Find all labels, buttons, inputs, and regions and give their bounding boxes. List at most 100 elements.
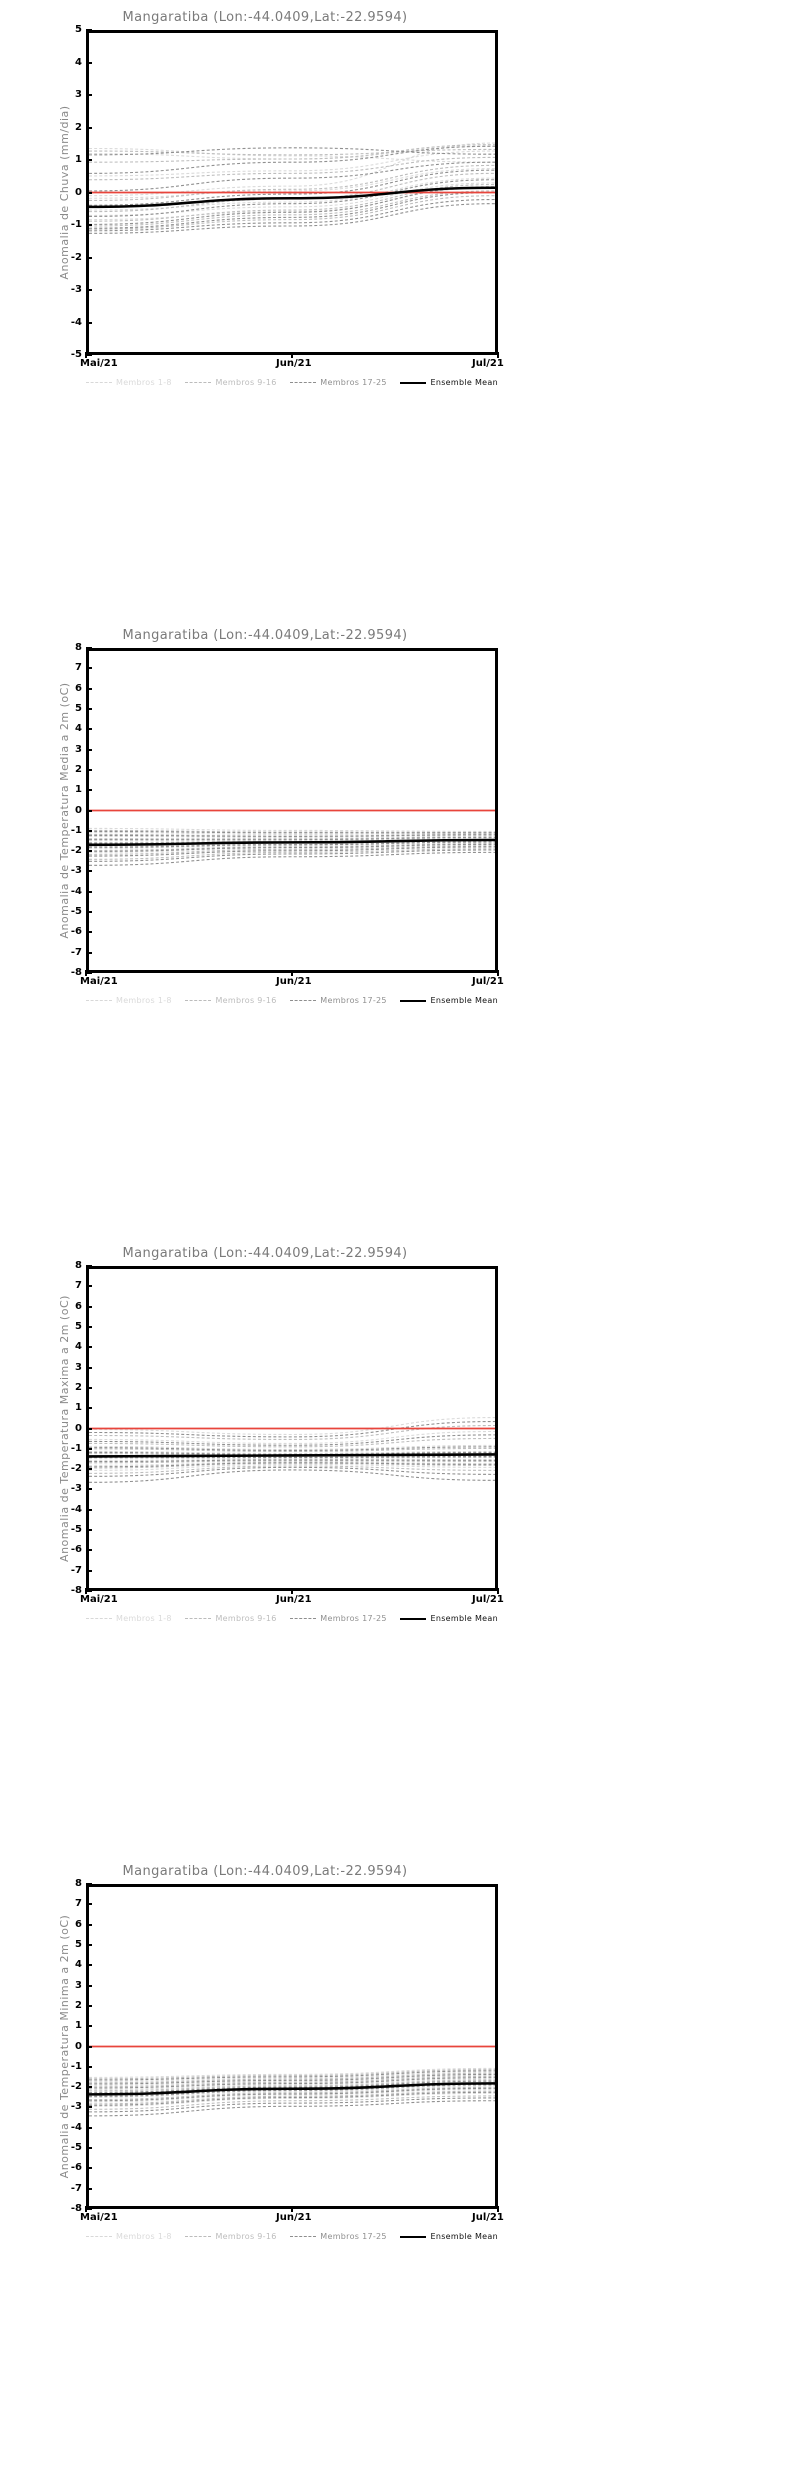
legend-swatch <box>86 2236 112 2237</box>
y-axis-label-text: Anomalia de Chuva (mm/dia) <box>58 105 71 280</box>
x-tick-label: Jul/21 <box>472 358 504 369</box>
legend-item[interactable]: Membros 1-8 <box>86 2232 172 2241</box>
member-line <box>89 2073 495 2085</box>
y-tick-mark <box>86 1569 92 1572</box>
legend-swatch <box>290 1618 317 1619</box>
legend-item[interactable]: Membros 1-8 <box>86 378 172 387</box>
legend-item[interactable]: Membros 17-25 <box>290 378 387 387</box>
chart-title: Mangaratiba (Lon:-44.0409,Lat:-22.9594) <box>122 628 408 643</box>
x-tick-mark <box>497 2206 499 2212</box>
y-tick-label: 8 <box>75 642 82 653</box>
legend-swatch <box>400 2235 427 2238</box>
y-tick-label: 4 <box>75 1959 82 1971</box>
y-tick-label: 1 <box>75 1402 82 1414</box>
legend-item[interactable]: Membros 9-16 <box>185 996 276 1005</box>
member-line <box>89 851 495 866</box>
y-tick-mark <box>86 126 92 129</box>
y-axis-ticks: 8 7 6 5 4 3 2 1 0 -1 -2 -3 -4 -5 -6 -7 -8 <box>71 643 498 978</box>
legend-label: Ensemble Mean <box>430 1614 498 1623</box>
y-tick-label: 6 <box>75 1918 82 1930</box>
y-tick-mark <box>86 1488 92 1491</box>
member-line <box>89 1434 495 1446</box>
member-line <box>89 848 495 860</box>
member-line <box>89 1451 495 1455</box>
y-tick-label: -5 <box>70 349 82 360</box>
y-tick-label: 3 <box>75 1979 82 1991</box>
member-line <box>89 148 495 156</box>
member-line <box>89 836 495 841</box>
y-tick-mark <box>86 911 92 914</box>
x-tick-label: Jun/21 <box>276 976 312 987</box>
series-lines <box>89 809 495 866</box>
member-line <box>89 1463 495 1471</box>
legend-item[interactable]: Membros 1-8 <box>86 996 172 1005</box>
y-tick-mark <box>86 870 92 873</box>
y-axis-ticks: 5 4 3 2 1 0 -1 -2 -3 -4 -5 <box>71 25 498 360</box>
y-tick-mark <box>86 707 92 710</box>
y-tick-mark <box>86 1346 92 1349</box>
y-tick-mark <box>86 1386 92 1389</box>
member-line <box>89 1466 495 1477</box>
y-tick-label: -6 <box>70 926 82 938</box>
legend-item[interactable]: Ensemble Mean <box>400 2232 498 2241</box>
series-lines <box>89 142 495 234</box>
legend-item[interactable]: Membros 9-16 <box>185 378 276 387</box>
y-tick-mark <box>86 1325 92 1328</box>
legend-item[interactable]: Membros 17-25 <box>290 2232 387 2241</box>
y-tick-mark <box>86 256 92 259</box>
legend-swatch <box>290 1000 317 1001</box>
member-line <box>89 2078 495 2090</box>
y-tick-mark <box>86 1366 92 1369</box>
member-line <box>89 145 495 174</box>
member-line <box>89 2086 495 2101</box>
y-tick-label: 5 <box>75 1320 82 1332</box>
y-tick-label: 3 <box>75 743 82 755</box>
legend-label: Membros 1-8 <box>116 2232 172 2241</box>
y-tick-mark <box>86 748 92 751</box>
member-line <box>89 198 495 232</box>
member-line <box>89 2084 495 2097</box>
y-tick-label: 8 <box>75 1878 82 1889</box>
legend-item[interactable]: Membros 1-8 <box>86 1614 172 1623</box>
x-tick-mark <box>497 970 499 976</box>
x-tick-mark <box>497 1588 499 1594</box>
legend-item[interactable]: Ensemble Mean <box>400 1614 498 1623</box>
member-line <box>89 2091 495 2106</box>
y-tick-label: 2 <box>75 1999 82 2011</box>
member-line <box>89 169 495 206</box>
member-line <box>89 2092 495 2107</box>
member-line <box>89 2088 495 2103</box>
y-tick-label: -4 <box>70 2121 82 2133</box>
y-tick-mark <box>86 224 92 226</box>
y-tick-label: -2 <box>70 2081 82 2093</box>
y-tick-mark <box>86 1285 92 1288</box>
y-tick-mark <box>86 850 92 853</box>
y-axis-ticks: 8 7 6 5 4 3 2 1 0 -1 -2 -3 -4 -5 -6 -7 -8 <box>71 1879 498 2214</box>
legend-swatch <box>290 382 317 383</box>
y-tick-mark <box>86 1265 92 1267</box>
y-tick-mark <box>86 2065 92 2068</box>
legend-item[interactable]: Ensemble Mean <box>400 996 498 1005</box>
legend-item[interactable]: Membros 9-16 <box>185 2232 276 2241</box>
legend-item[interactable]: Ensemble Mean <box>400 378 498 387</box>
legend-item[interactable]: Membros 17-25 <box>290 1614 387 1623</box>
member-line <box>89 1459 495 1463</box>
legend-label: Membros 1-8 <box>116 996 172 1005</box>
y-tick-mark <box>86 728 92 731</box>
y-tick-label: 2 <box>75 1381 82 1393</box>
y-tick-label: 1 <box>75 784 82 796</box>
member-line <box>89 836 495 840</box>
y-tick-mark <box>86 29 92 31</box>
legend-item[interactable]: Membros 9-16 <box>185 1614 276 1623</box>
y-tick-label: -3 <box>70 284 82 295</box>
legend-swatch <box>290 2236 317 2237</box>
member-line <box>89 1455 495 1458</box>
y-tick-label: -6 <box>70 2162 82 2174</box>
y-tick-label: 2 <box>75 763 82 775</box>
x-tick-label: Jun/21 <box>276 1594 312 1605</box>
y-tick-mark <box>86 2025 92 2028</box>
legend-item[interactable]: Membros 17-25 <box>290 996 387 1005</box>
y-tick-mark <box>86 1549 92 1552</box>
y-tick-label: 5 <box>75 24 82 35</box>
y-tick-label: 4 <box>75 56 82 68</box>
